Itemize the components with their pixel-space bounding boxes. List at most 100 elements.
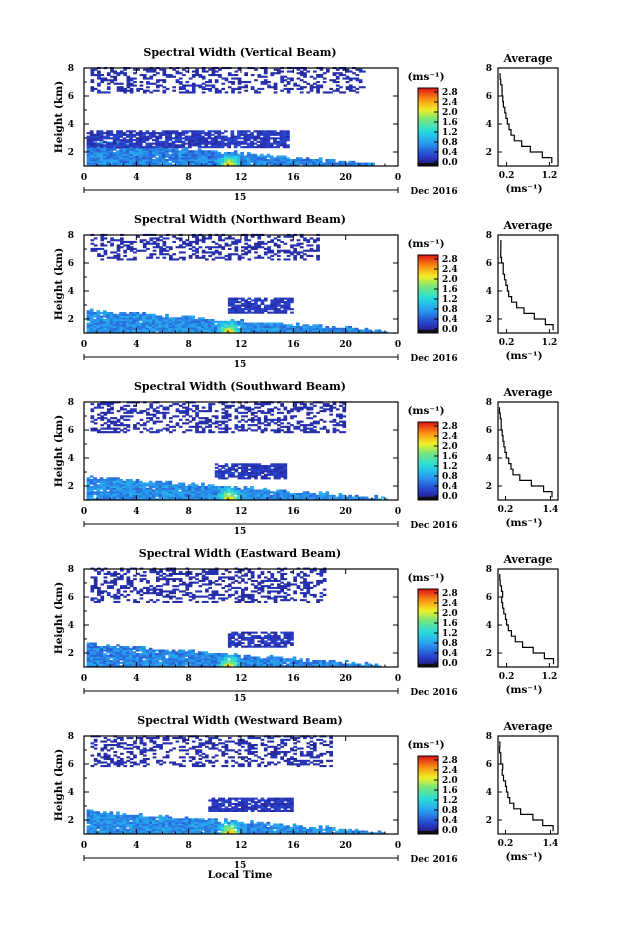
echo-cell	[198, 420, 203, 423]
echo-cell	[322, 331, 326, 334]
echo-cell	[263, 304, 268, 307]
echo-cell	[182, 68, 186, 71]
echo-cell	[103, 494, 107, 497]
echo-cell	[129, 649, 133, 652]
echo-cell	[201, 487, 205, 490]
echo-cell	[99, 665, 104, 668]
echo-cell	[374, 496, 379, 499]
echo-cell	[253, 498, 258, 501]
echo-cell	[302, 491, 307, 494]
echo-cell	[132, 139, 137, 142]
echo-cell	[227, 142, 231, 145]
echo-cell	[103, 491, 107, 494]
echo-cell	[204, 132, 209, 135]
echo-cell	[89, 133, 94, 136]
echo-cell	[237, 132, 241, 135]
echo-cell	[293, 254, 297, 257]
echo-cell	[233, 152, 238, 155]
echo-cell	[103, 663, 107, 666]
echo-cell	[277, 235, 281, 238]
echo-cell	[364, 162, 369, 165]
echo-cell	[263, 418, 268, 421]
echo-cell	[188, 139, 192, 142]
echo-cell	[286, 491, 290, 494]
echo-cell	[132, 324, 137, 327]
echo-cell	[135, 331, 140, 334]
echo-cell	[191, 253, 196, 256]
echo-cell	[103, 237, 108, 240]
echo-cell	[221, 470, 226, 473]
echo-cell	[267, 304, 271, 307]
echo-cell	[135, 160, 140, 163]
echo-cell	[100, 239, 105, 242]
echo-cell	[283, 75, 288, 78]
echo-cell	[214, 410, 219, 413]
echo-cell	[191, 494, 195, 497]
echo-cell	[165, 164, 169, 167]
echo-cell	[210, 152, 215, 155]
echo-cell	[103, 322, 107, 325]
echo-cell	[152, 486, 156, 489]
echo-cell	[162, 247, 167, 250]
echo-cell	[126, 244, 131, 247]
colorbar-segment	[418, 441, 438, 444]
echo-cell	[96, 155, 101, 158]
echo-cell	[122, 132, 127, 135]
echo-cell	[145, 150, 150, 153]
echo-cell	[116, 130, 120, 133]
echo-cell	[240, 160, 244, 163]
echo-cell	[240, 329, 244, 332]
echo-cell	[116, 644, 120, 647]
echo-cell	[106, 256, 111, 259]
echo-cell	[191, 135, 195, 138]
echo-cell	[227, 418, 232, 421]
echo-cell	[96, 329, 101, 332]
echo-cell	[231, 466, 235, 469]
echo-cell	[273, 494, 277, 497]
colorbar-tick-label: 1.2	[442, 128, 458, 138]
echo-cell	[224, 404, 229, 407]
echo-cell	[299, 498, 303, 501]
echo-cell	[253, 322, 258, 325]
echo-cell	[174, 663, 179, 666]
echo-cell	[358, 164, 362, 167]
echo-cell	[142, 146, 146, 149]
echo-cell	[165, 665, 169, 668]
echo-cell	[240, 322, 244, 325]
echo-cell	[309, 331, 313, 334]
echo-cell	[240, 155, 244, 158]
echo-cell	[208, 431, 212, 434]
echo-cell	[184, 159, 189, 162]
echo-cell	[201, 157, 205, 160]
echo-cell	[267, 418, 271, 421]
echo-cell	[161, 484, 166, 487]
echo-cell	[116, 254, 121, 257]
echo-cell	[152, 410, 157, 413]
echo-cell	[303, 72, 307, 75]
echo-cell	[93, 313, 97, 316]
echo-cell	[133, 427, 137, 430]
echo-cell	[119, 150, 123, 153]
echo-cell	[184, 653, 189, 656]
echo-cell	[89, 480, 94, 483]
echo-cell	[171, 493, 176, 496]
echo-cell	[96, 148, 101, 151]
echo-cell	[185, 91, 190, 94]
echo-cell	[112, 498, 117, 501]
echo-cell	[149, 418, 154, 421]
echo-cell	[263, 68, 268, 71]
echo-cell	[254, 470, 258, 473]
echo-cell	[293, 251, 297, 254]
echo-cell	[174, 665, 179, 668]
echo-cell	[100, 431, 105, 434]
echo-cell	[149, 82, 154, 85]
echo-cell	[241, 465, 245, 468]
echo-cell	[208, 251, 212, 254]
echo-cell	[227, 237, 232, 240]
echo-cell	[305, 493, 310, 496]
echo-cell	[267, 86, 271, 89]
echo-cell	[112, 159, 117, 162]
echo-cell	[207, 160, 212, 163]
echo-cell	[119, 651, 123, 654]
echo-cell	[335, 415, 340, 418]
